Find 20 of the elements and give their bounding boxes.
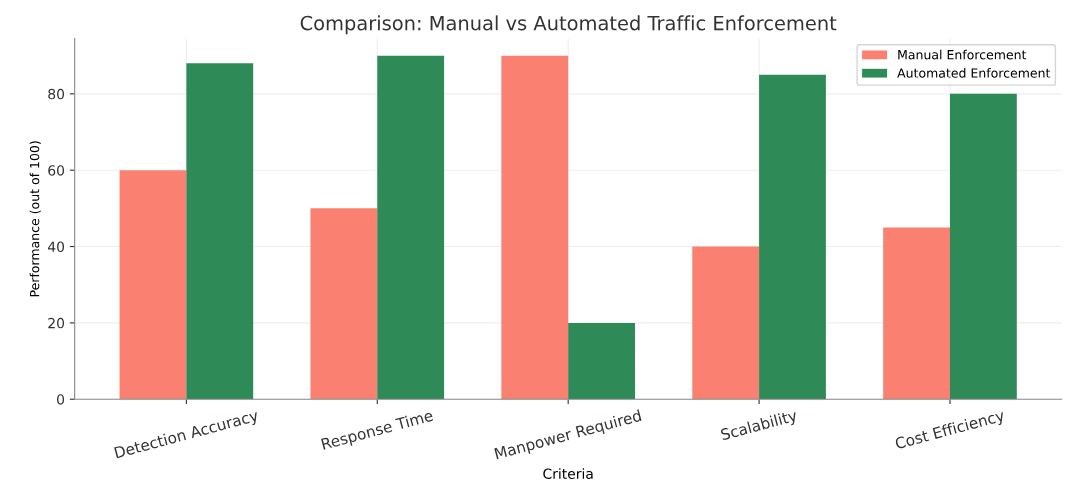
bar — [949, 93, 1017, 400]
bar — [119, 170, 187, 400]
y-tick-label: 20 — [48, 317, 65, 329]
bar — [759, 74, 826, 400]
bar — [692, 246, 760, 400]
bar — [310, 208, 378, 400]
y-axis-title: Performance (out of 100) — [29, 141, 41, 297]
legend-label: Manual Enforcement — [898, 49, 1027, 60]
y-tick-label: 60 — [48, 165, 65, 176]
bar — [568, 322, 635, 400]
bar — [186, 63, 254, 400]
bar — [377, 55, 445, 400]
y-tick-label: 40 — [47, 241, 65, 253]
y-tick-label: 80 — [48, 88, 65, 100]
bar — [501, 55, 569, 400]
bar — [883, 227, 950, 400]
chart-title: Comparison: Manual vs Automated Traffic Enforcement — [300, 15, 837, 35]
x-axis-title: Criteria — [543, 468, 593, 479]
y-tick-label: 0 — [57, 394, 65, 405]
legend-label: Automated Enforcement — [897, 68, 1051, 78]
